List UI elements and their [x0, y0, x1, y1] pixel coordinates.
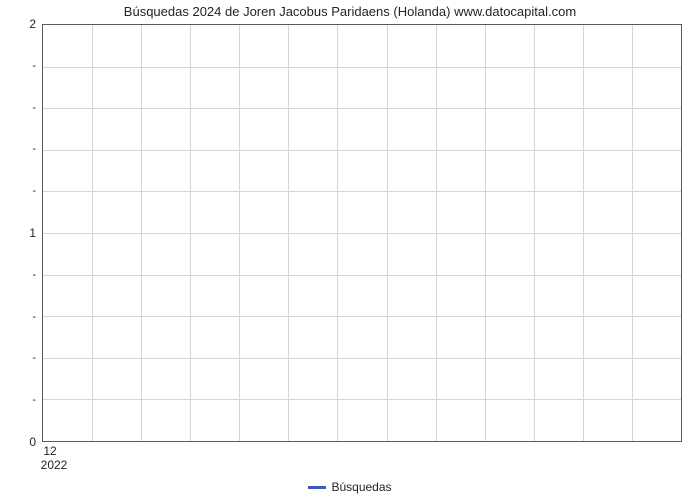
chart-container: Búsquedas 2024 de Joren Jacobus Paridaen…: [0, 0, 700, 500]
grid-line-vertical: [92, 25, 93, 441]
y-axis-tick-label: 0: [6, 435, 36, 449]
grid-line-vertical: [141, 25, 142, 441]
grid-line-horizontal: [43, 67, 681, 68]
grid-line-vertical: [583, 25, 584, 441]
grid-line-horizontal: [43, 358, 681, 359]
y-axis-minor-tick: -: [30, 60, 36, 72]
chart-legend: Búsquedas: [0, 479, 700, 494]
grid-line-horizontal: [43, 316, 681, 317]
grid-line-horizontal: [43, 191, 681, 192]
grid-line-horizontal: [43, 150, 681, 151]
plot-area: [42, 24, 682, 442]
grid-line-vertical: [239, 25, 240, 441]
legend-label: Búsquedas: [331, 480, 391, 494]
grid-line-vertical: [485, 25, 486, 441]
legend-swatch: [308, 486, 326, 489]
y-axis-minor-tick: -: [30, 102, 36, 114]
grid-line-vertical: [190, 25, 191, 441]
grid-line-horizontal: [43, 399, 681, 400]
y-axis-minor-tick: -: [30, 311, 36, 323]
grid-line-vertical: [534, 25, 535, 441]
grid-line-vertical: [337, 25, 338, 441]
y-axis-minor-tick: -: [30, 269, 36, 281]
grid-line-vertical: [288, 25, 289, 441]
x-axis-year-label: 2022: [41, 458, 68, 472]
chart-title: Búsquedas 2024 de Joren Jacobus Paridaen…: [0, 4, 700, 19]
x-axis-tick-label: 12: [43, 444, 56, 458]
grid-line-vertical: [436, 25, 437, 441]
y-axis-minor-tick: -: [30, 394, 36, 406]
grid-line-horizontal: [43, 233, 681, 234]
grid-line-vertical: [387, 25, 388, 441]
grid-line-horizontal: [43, 108, 681, 109]
grid-line-vertical: [632, 25, 633, 441]
grid-line-horizontal: [43, 275, 681, 276]
y-axis-minor-tick: -: [30, 143, 36, 155]
y-axis-tick-label: 2: [6, 17, 36, 31]
y-axis-tick-label: 1: [6, 226, 36, 240]
y-axis-minor-tick: -: [30, 185, 36, 197]
y-axis-minor-tick: -: [30, 352, 36, 364]
